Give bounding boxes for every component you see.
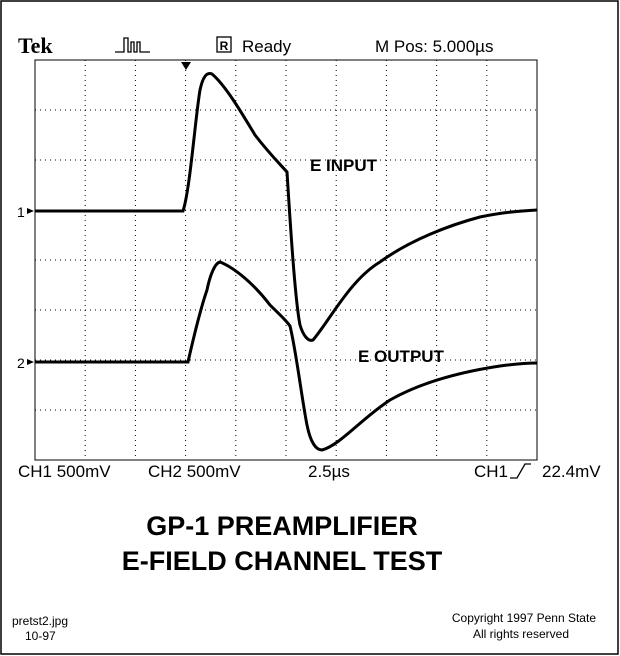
channel-arrow — [27, 208, 34, 214]
channel-arrow — [27, 359, 34, 365]
trigger-level: 22.4mV — [542, 462, 601, 481]
title-line: GP-1 PREAMPLIFIER — [146, 511, 418, 541]
trigger-icon — [115, 37, 150, 53]
trace-2 — [35, 260, 538, 452]
trace-label: E INPUT — [310, 156, 378, 175]
brand: Tek — [18, 33, 53, 58]
channel-marker: 2 — [17, 355, 25, 371]
position: M Pos: 5.000µs — [375, 37, 493, 56]
ch2-scale: CH2 500mV — [148, 462, 241, 481]
trace-1 — [35, 72, 538, 342]
status: Ready — [242, 37, 292, 56]
trace-label: E OUTPUT — [358, 347, 445, 366]
run-box — [216, 36, 232, 53]
file-name: pretst2.jpg — [12, 614, 68, 628]
copyright: Copyright 1997 Penn State — [452, 611, 596, 625]
title-line: E-FIELD CHANNEL TEST — [122, 546, 443, 576]
timebase: 2.5µs — [308, 462, 350, 481]
trigger-slope — [510, 463, 531, 479]
channel-marker: 1 — [17, 204, 25, 220]
date: 10-97 — [25, 629, 56, 643]
screen-border — [34, 59, 538, 461]
trigger-position — [181, 62, 191, 70]
trigger-source: CH1 — [474, 462, 508, 481]
ch1-scale: CH1 500mV — [18, 462, 111, 481]
rights: All rights reserved — [473, 627, 569, 641]
run-mode: R — [220, 39, 229, 53]
grid — [35, 60, 537, 460]
